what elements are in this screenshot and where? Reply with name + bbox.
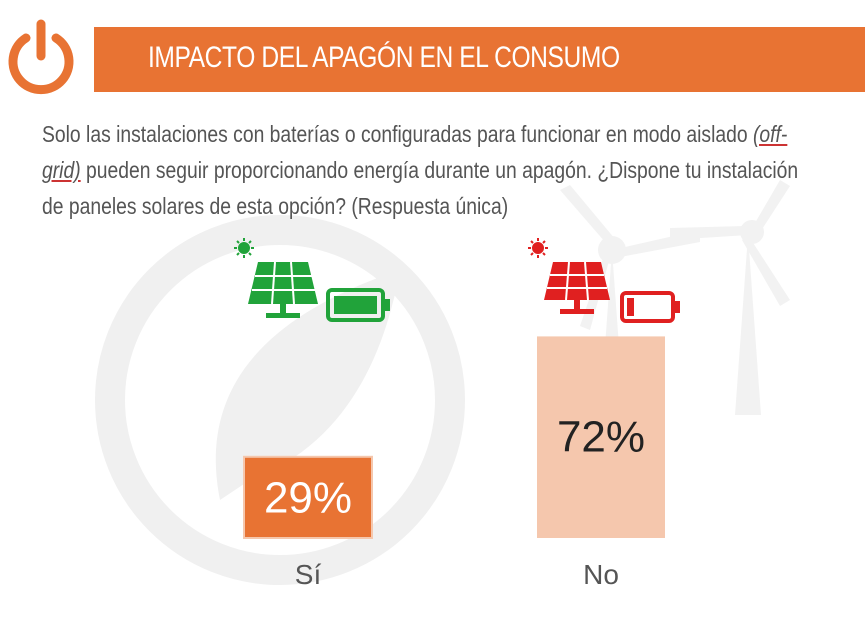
sun-icon: [234, 238, 254, 258]
question-text-after: pueden seguir proporcionando energía dur…: [42, 157, 799, 219]
page-title: IMPACTO DEL APAGÓN EN EL CONSUMO: [148, 41, 620, 74]
value-label: 72%: [557, 412, 645, 461]
category-label: No: [583, 559, 619, 590]
bar-no: [537, 336, 665, 538]
si-icons: [234, 238, 390, 322]
solar-panel-icon: [248, 261, 318, 318]
bar-si: [243, 455, 373, 539]
value-label: 29%: [264, 473, 352, 522]
question-text-italic: (off-grid): [42, 121, 788, 183]
question-text-before: Solo las instalaciones con baterías o co…: [42, 121, 753, 147]
bars-layer: 29% Sí 72% No: [243, 336, 665, 590]
power-icon: [8, 19, 74, 95]
header-bar: IMPACTO DEL APAGÓN EN EL CONSUMO: [94, 27, 865, 92]
sun-icon: [528, 238, 548, 258]
category-label: Sí: [295, 559, 322, 590]
battery-full-icon: [326, 288, 390, 322]
solar-panel-icon: [544, 261, 610, 314]
battery-low-icon: [620, 291, 680, 323]
question-text: Solo las instalaciones con baterías o co…: [42, 116, 823, 224]
no-icons: [528, 238, 680, 323]
